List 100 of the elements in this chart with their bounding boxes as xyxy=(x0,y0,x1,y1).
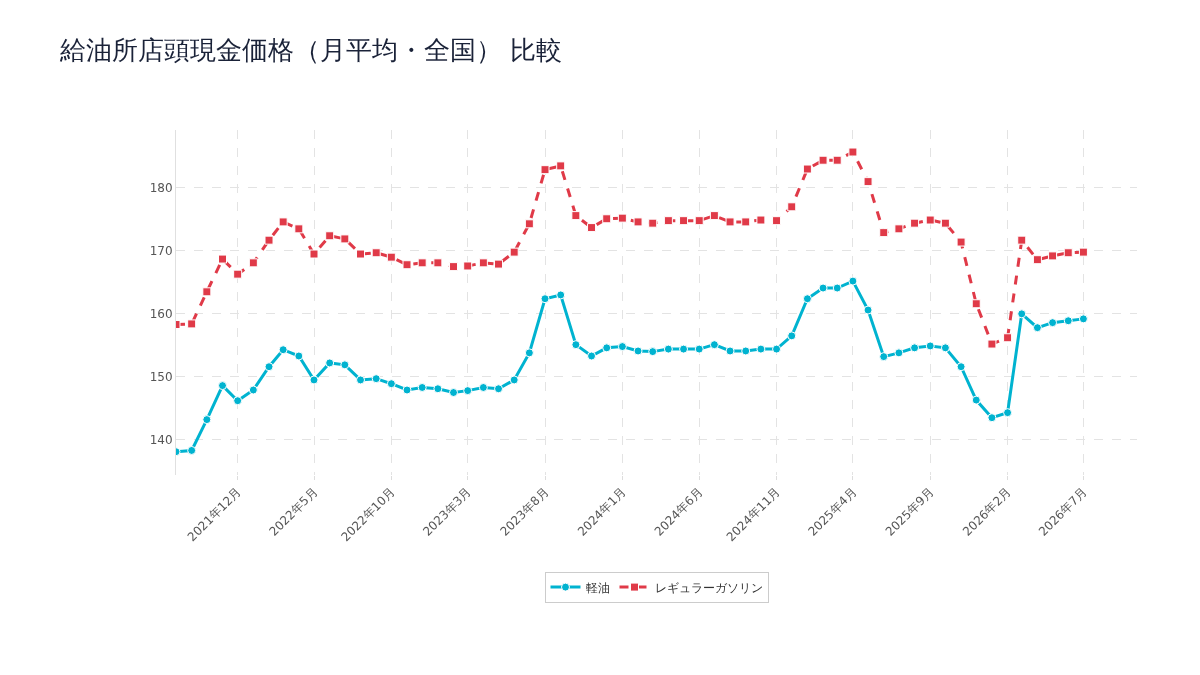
point xyxy=(540,165,550,175)
point xyxy=(325,231,335,241)
point xyxy=(294,224,304,234)
point xyxy=(433,258,443,268)
point xyxy=(679,216,689,226)
point xyxy=(925,341,935,351)
point xyxy=(187,319,197,329)
point xyxy=(894,348,904,358)
point xyxy=(356,375,366,385)
point xyxy=(694,216,704,226)
point xyxy=(709,340,719,350)
point xyxy=(340,360,350,370)
point xyxy=(818,155,828,165)
point xyxy=(478,382,488,392)
point xyxy=(264,235,274,245)
point xyxy=(278,345,288,355)
point xyxy=(848,147,858,157)
point xyxy=(1078,314,1088,324)
point xyxy=(294,351,304,361)
point xyxy=(449,262,459,272)
point xyxy=(1032,255,1042,265)
point xyxy=(694,344,704,354)
point xyxy=(494,259,504,269)
point xyxy=(741,217,751,227)
point xyxy=(848,276,858,286)
point xyxy=(1003,333,1013,343)
legend-label: 軽油 xyxy=(585,580,610,595)
point xyxy=(202,415,212,425)
point xyxy=(741,346,751,356)
point xyxy=(617,213,627,223)
point xyxy=(602,343,612,353)
point xyxy=(417,382,427,392)
point xyxy=(971,299,981,309)
point xyxy=(309,375,319,385)
point xyxy=(832,155,842,165)
point xyxy=(233,396,243,406)
point xyxy=(617,342,627,352)
point xyxy=(787,202,797,212)
point xyxy=(956,362,966,372)
point xyxy=(879,352,889,362)
point xyxy=(1032,323,1042,333)
point xyxy=(832,283,842,293)
chart-title: 給油所店頭現金価格（月平均・全国） 比較 xyxy=(59,34,563,65)
point xyxy=(787,331,797,341)
point xyxy=(633,217,643,227)
point xyxy=(509,375,519,385)
point xyxy=(818,283,828,293)
point xyxy=(1017,235,1027,245)
point xyxy=(524,219,534,229)
legend-label: レギュラーガソリン xyxy=(654,580,763,595)
point xyxy=(940,343,950,353)
y-tick-label: 160 xyxy=(149,307,173,322)
point xyxy=(478,258,488,268)
point xyxy=(802,164,812,174)
point xyxy=(587,223,597,233)
point xyxy=(218,254,228,264)
point xyxy=(524,348,534,358)
point xyxy=(433,384,443,394)
point xyxy=(879,228,889,238)
point xyxy=(1003,408,1013,418)
point xyxy=(463,386,473,396)
point xyxy=(463,261,473,271)
y-tick-label: 170 xyxy=(149,244,173,259)
point xyxy=(756,215,766,225)
point xyxy=(449,388,459,398)
point xyxy=(571,340,581,350)
point xyxy=(248,385,258,395)
point xyxy=(910,343,920,353)
point xyxy=(340,234,350,244)
point xyxy=(264,362,274,372)
point xyxy=(679,344,689,354)
point xyxy=(756,344,766,354)
point xyxy=(772,216,782,226)
point xyxy=(956,237,966,247)
point xyxy=(648,218,658,228)
point xyxy=(894,224,904,234)
point xyxy=(663,344,673,354)
point xyxy=(1078,247,1088,257)
point xyxy=(587,351,597,361)
point xyxy=(278,217,288,227)
point xyxy=(633,346,643,356)
point xyxy=(571,211,581,221)
point xyxy=(863,305,873,315)
point xyxy=(772,344,782,354)
y-tick-label: 140 xyxy=(149,432,173,447)
point xyxy=(218,381,228,391)
point xyxy=(233,269,243,279)
point xyxy=(602,214,612,224)
point xyxy=(325,358,335,368)
point xyxy=(987,413,997,423)
point xyxy=(802,294,812,304)
point xyxy=(971,395,981,405)
point xyxy=(725,346,735,356)
point xyxy=(540,294,550,304)
y-tick-label: 150 xyxy=(149,369,173,384)
point xyxy=(356,249,366,259)
point xyxy=(1048,251,1058,261)
point xyxy=(556,290,566,300)
point xyxy=(648,347,658,357)
point xyxy=(494,384,504,394)
